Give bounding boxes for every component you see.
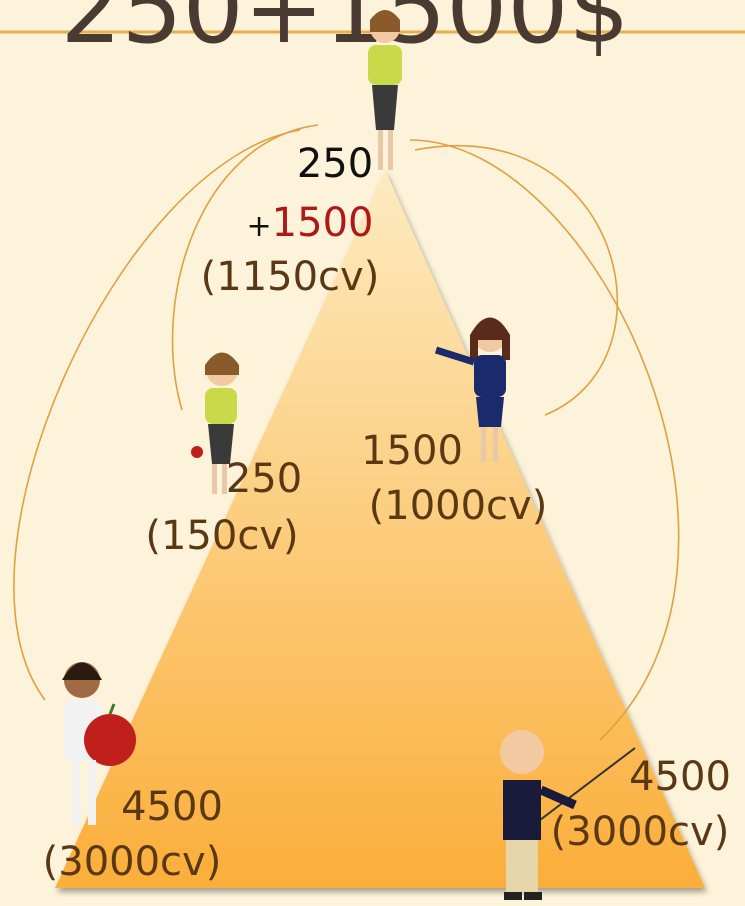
node-cv: (1150cv)	[201, 254, 380, 300]
title: 250+1500$	[60, 0, 629, 65]
node-cv: (3000cv)	[43, 839, 222, 885]
node-amount: 4500	[121, 784, 223, 830]
slide: 250+1500$ 250 +1500 (	[0, 0, 745, 906]
node-amount: 250	[226, 456, 302, 502]
node-bonus: 1500	[272, 200, 374, 246]
node-cv: (1000cv)	[369, 483, 548, 529]
plus-sign: +	[247, 209, 272, 244]
page: 250+1500$ 250 +1500 (	[0, 0, 745, 906]
node-cv: (150cv)	[145, 513, 298, 559]
node-amount: 250	[297, 141, 373, 187]
node-amount: 4500	[629, 754, 731, 800]
node-amount: 1500	[361, 428, 463, 474]
node-cv: (3000cv)	[551, 809, 730, 855]
